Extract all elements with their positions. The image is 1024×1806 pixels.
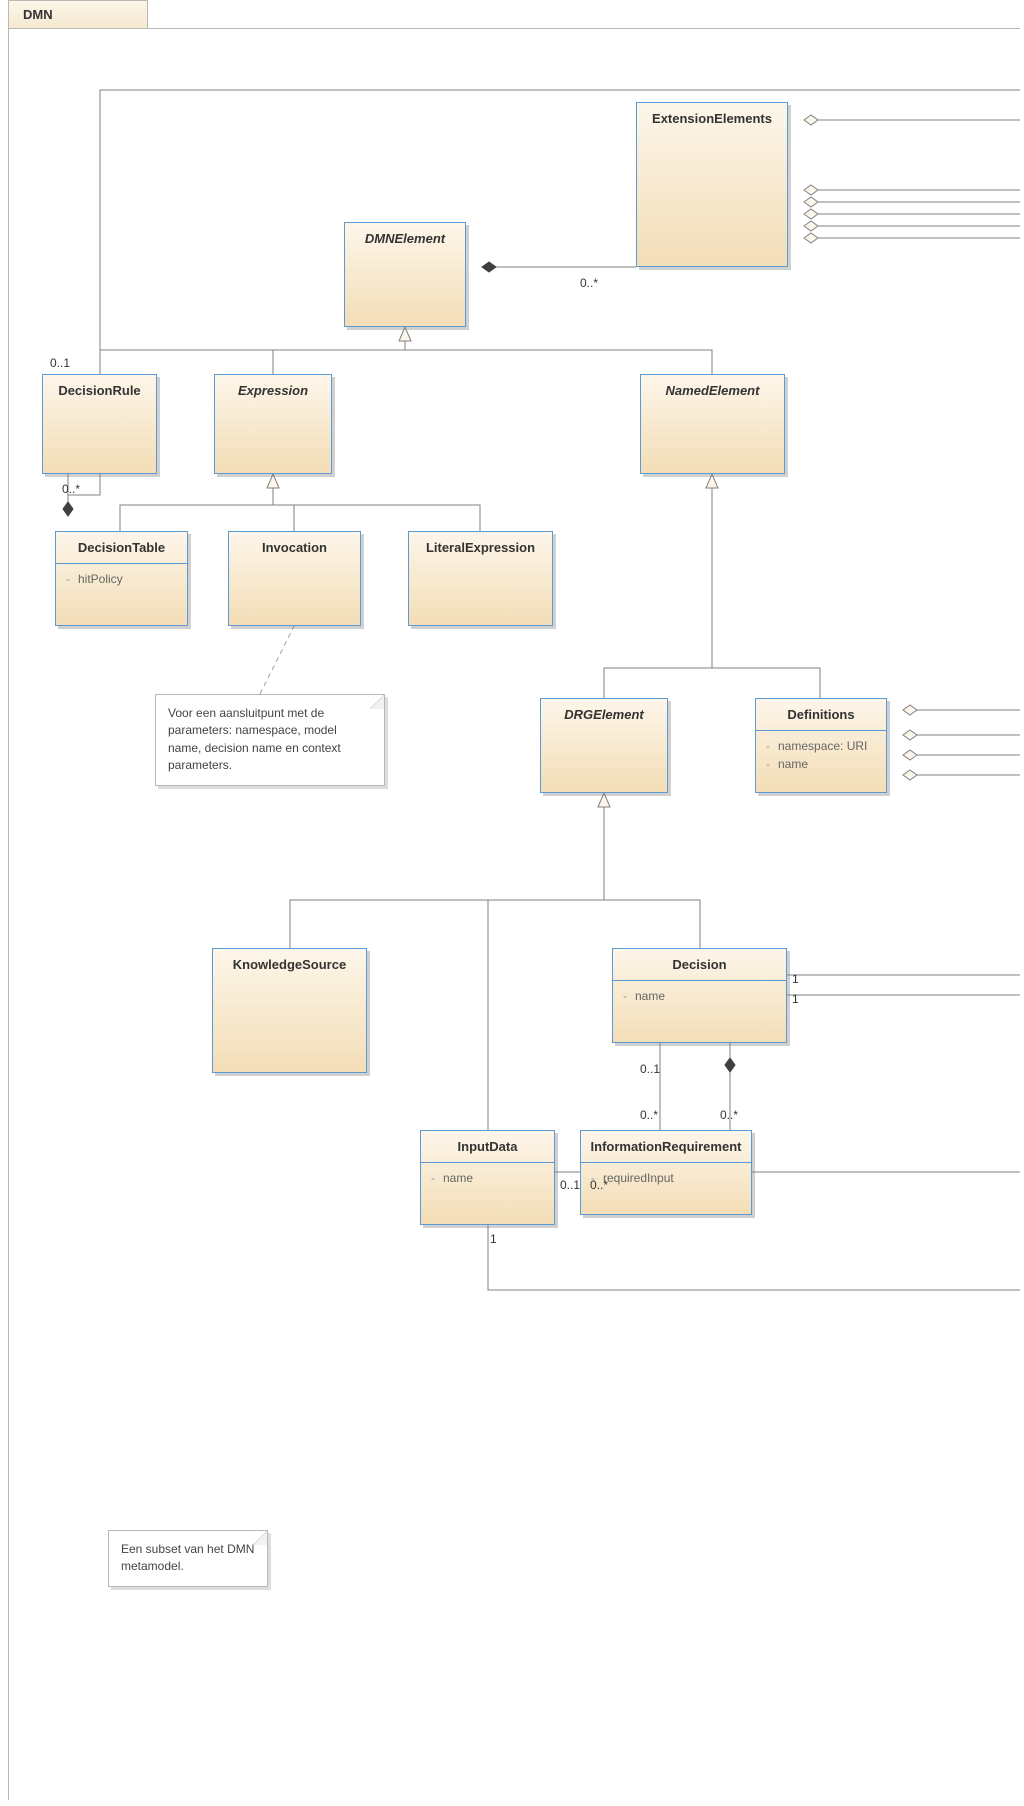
attribute-text: name [635, 989, 665, 1003]
multiplicity-label: 0..* [720, 1108, 738, 1122]
class-DecisionTable[interactable]: DecisionTable -hitPolicy [55, 531, 188, 626]
package-tab: DMN [8, 0, 148, 28]
class-Definitions[interactable]: Definitions-namespace: URI-name [755, 698, 887, 793]
multiplicity-label: 0..* [62, 482, 80, 496]
class-DRGElement[interactable]: DRGElement [540, 698, 668, 793]
class-InformationRequirement[interactable]: InformationRequirement -requiredInput [580, 1130, 752, 1215]
visibility-marker: - [66, 572, 78, 586]
note-note2: Een subset van het DMN metamodel. [108, 1530, 268, 1587]
multiplicity-label: 0..* [580, 276, 598, 290]
class-InputData[interactable]: InputData -name [420, 1130, 555, 1225]
class-KnowledgeSource[interactable]: KnowledgeSource [212, 948, 367, 1073]
class-name: DMNElement [345, 223, 465, 254]
attribute-text: requiredInput [603, 1171, 674, 1185]
class-ExtensionElements[interactable]: ExtensionElements [636, 102, 788, 267]
note-note1: Voor een aansluitpunt met de parameters:… [155, 694, 385, 786]
class-NamedElement[interactable]: NamedElement [640, 374, 785, 474]
attribute-text: name [778, 757, 808, 771]
attribute-row: -requiredInput [591, 1169, 741, 1187]
class-attributes: -name [613, 981, 786, 1042]
class-name: InputData [421, 1131, 554, 1162]
class-DecisionRule[interactable]: DecisionRule [42, 374, 157, 474]
visibility-marker: - [766, 757, 778, 771]
attribute-row: -name [623, 987, 776, 1005]
multiplicity-label: 0..1 [560, 1178, 580, 1192]
class-Decision[interactable]: Decision -name [612, 948, 787, 1043]
attribute-row: -hitPolicy [66, 570, 177, 588]
package-label: DMN [23, 7, 53, 22]
class-Invocation[interactable]: Invocation [228, 531, 361, 626]
class-name: ExtensionElements [637, 103, 787, 134]
multiplicity-label: 0..1 [640, 1062, 660, 1076]
class-LiteralExpression[interactable]: LiteralExpression [408, 531, 553, 626]
multiplicity-label: 0..1 [50, 356, 70, 370]
attribute-text: name [443, 1171, 473, 1185]
note-text: Voor een aansluitpunt met de parameters:… [168, 706, 341, 772]
class-name: DecisionTable [56, 532, 187, 563]
attribute-row: -name [431, 1169, 544, 1187]
attribute-row: -namespace: URI [766, 737, 876, 755]
visibility-marker: - [766, 739, 778, 753]
class-name: Invocation [229, 532, 360, 563]
class-DMNElement[interactable]: DMNElement [344, 222, 466, 327]
class-name: LiteralExpression [409, 532, 552, 563]
attribute-text: namespace: URI [778, 739, 867, 753]
class-Expression[interactable]: Expression [214, 374, 332, 474]
class-name: Expression [215, 375, 331, 406]
note-text: Een subset van het DMN metamodel. [121, 1542, 254, 1573]
multiplicity-label: 1 [792, 992, 799, 1006]
attribute-text: hitPolicy [78, 572, 123, 586]
class-attributes: -namespace: URI-name [756, 731, 886, 792]
visibility-marker: - [623, 989, 635, 1003]
multiplicity-label: 1 [792, 972, 799, 986]
class-name: DecisionRule [43, 375, 156, 406]
class-attributes: -name [421, 1163, 554, 1224]
class-name: KnowledgeSource [213, 949, 366, 980]
class-name: NamedElement [641, 375, 784, 406]
attribute-row: -name [766, 755, 876, 773]
class-name: Decision [613, 949, 786, 980]
class-name: Definitions [756, 699, 886, 730]
visibility-marker: - [431, 1171, 443, 1185]
multiplicity-label: 1 [490, 1232, 497, 1246]
class-name: DRGElement [541, 699, 667, 730]
multiplicity-label: 0..* [640, 1108, 658, 1122]
class-attributes: -hitPolicy [56, 564, 187, 625]
multiplicity-label: 0..* [590, 1178, 608, 1192]
class-name: InformationRequirement [581, 1131, 751, 1162]
